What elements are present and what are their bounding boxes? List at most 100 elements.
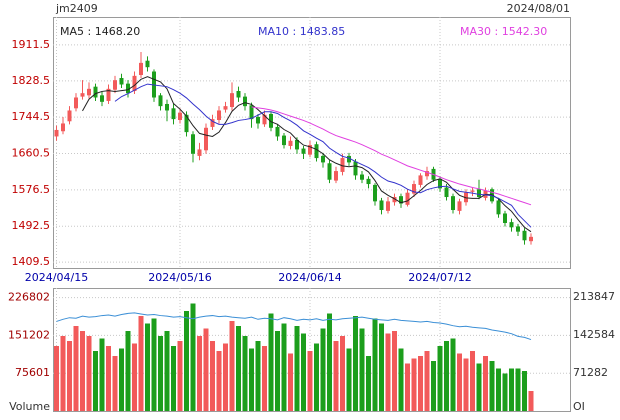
- volume-bar: [418, 356, 423, 411]
- volume-bar: [229, 321, 235, 411]
- y-tick-label: 1409.5: [12, 255, 51, 268]
- candle-body: [106, 88, 111, 101]
- candle-body: [80, 93, 85, 97]
- volume-bar: [262, 346, 267, 411]
- volume-bar: [327, 313, 332, 411]
- volume-bar: [405, 363, 410, 411]
- candle-body: [256, 116, 260, 124]
- volume-bar: [210, 341, 215, 411]
- volume-bar: [242, 336, 248, 411]
- ma-legend: MA10 : 1483.85: [258, 25, 345, 38]
- volume-bar: [392, 331, 397, 411]
- volume-bar: [223, 343, 228, 411]
- candle-body: [405, 192, 410, 205]
- volume-bar: [106, 346, 111, 411]
- candle-body: [145, 60, 150, 68]
- candle-body: [126, 83, 130, 94]
- candle-body: [496, 200, 501, 215]
- volume-bar: [255, 341, 261, 411]
- candle-body: [282, 135, 286, 146]
- volume-bar: [366, 356, 371, 411]
- candle-body: [457, 201, 462, 211]
- candle-body: [230, 93, 234, 108]
- volume-bar: [528, 391, 534, 411]
- oi-tick-label: 142584: [573, 328, 615, 341]
- candle-body: [158, 95, 163, 107]
- candle-body: [243, 96, 247, 107]
- candle-body: [418, 175, 423, 185]
- candle-body: [360, 174, 364, 180]
- candle-body: [327, 163, 332, 180]
- volume-bar: [281, 323, 287, 411]
- date: 2024/08/01: [507, 2, 570, 15]
- candle-body: [54, 129, 59, 137]
- candle-body: [61, 123, 65, 132]
- candle-body: [74, 97, 78, 109]
- candle-body: [470, 190, 475, 192]
- volume-tick-label: 75601: [15, 366, 50, 379]
- candle-body: [178, 112, 182, 120]
- candle-body: [451, 196, 455, 211]
- volume-axis-label: Volume: [9, 400, 50, 413]
- volume-bar: [359, 328, 365, 411]
- candle-body: [93, 86, 98, 98]
- y-tick-label: 1911.5: [12, 38, 51, 51]
- volume-bar: [301, 333, 306, 411]
- volume-bar: [353, 316, 358, 411]
- volume-bar: [145, 323, 150, 411]
- volume-bar: [470, 351, 475, 411]
- candle-body: [477, 189, 481, 198]
- candle-body: [67, 110, 72, 122]
- ma-legend: MA5 : 1468.20: [60, 25, 140, 38]
- volume-bar: [151, 318, 157, 411]
- candle-body: [236, 91, 241, 98]
- volume-bar: [93, 351, 98, 411]
- oi-tick-label: 213847: [573, 290, 615, 303]
- volume-bar: [483, 356, 488, 411]
- volume-bar: [450, 338, 456, 411]
- candle-body: [373, 184, 377, 202]
- candle-body: [113, 80, 117, 90]
- candle-body: [165, 103, 169, 111]
- oi-tick-label: 71282: [573, 366, 608, 379]
- volume-bar: [203, 328, 209, 411]
- ma-legend: MA30 : 1542.30: [460, 25, 547, 38]
- y-tick-label: 1492.5: [12, 219, 51, 232]
- candle-body: [171, 108, 176, 120]
- candle-body: [119, 78, 124, 85]
- oi-line: [56, 312, 532, 341]
- candle-body: [295, 139, 299, 150]
- y-tick-label: 1660.5: [12, 147, 51, 160]
- volume-bar: [54, 346, 59, 411]
- candle-body: [288, 140, 293, 146]
- volume-bar: [522, 371, 527, 411]
- volume-bar: [190, 303, 196, 411]
- candle-body: [438, 178, 442, 189]
- volume-tick-label: 226802: [8, 291, 50, 304]
- ma-line: [251, 106, 532, 206]
- volume-bar: [177, 341, 183, 411]
- symbol: jm2409: [55, 2, 98, 15]
- volume-panel: [53, 288, 571, 412]
- candle-body: [366, 178, 371, 185]
- volume-bar: [288, 353, 293, 411]
- candle-body: [301, 148, 306, 154]
- volume-bar: [99, 338, 105, 411]
- volume-bar: [132, 343, 137, 411]
- candle-body: [100, 95, 104, 102]
- volume-bar: [73, 326, 79, 411]
- volume-bar: [249, 348, 254, 411]
- volume-bar: [67, 341, 72, 411]
- y-tick-label: 1828.5: [12, 74, 51, 87]
- candle-body: [412, 184, 416, 194]
- candle-body: [197, 149, 202, 156]
- candle-body: [503, 213, 507, 223]
- volume-bar: [80, 331, 85, 411]
- ma-line: [82, 76, 532, 233]
- candle-body: [529, 236, 533, 242]
- volume-bar: [275, 331, 280, 411]
- candle-body: [399, 196, 403, 204]
- candle-body: [379, 200, 384, 211]
- volume-bar: [411, 358, 417, 411]
- volume-bar: [268, 313, 274, 411]
